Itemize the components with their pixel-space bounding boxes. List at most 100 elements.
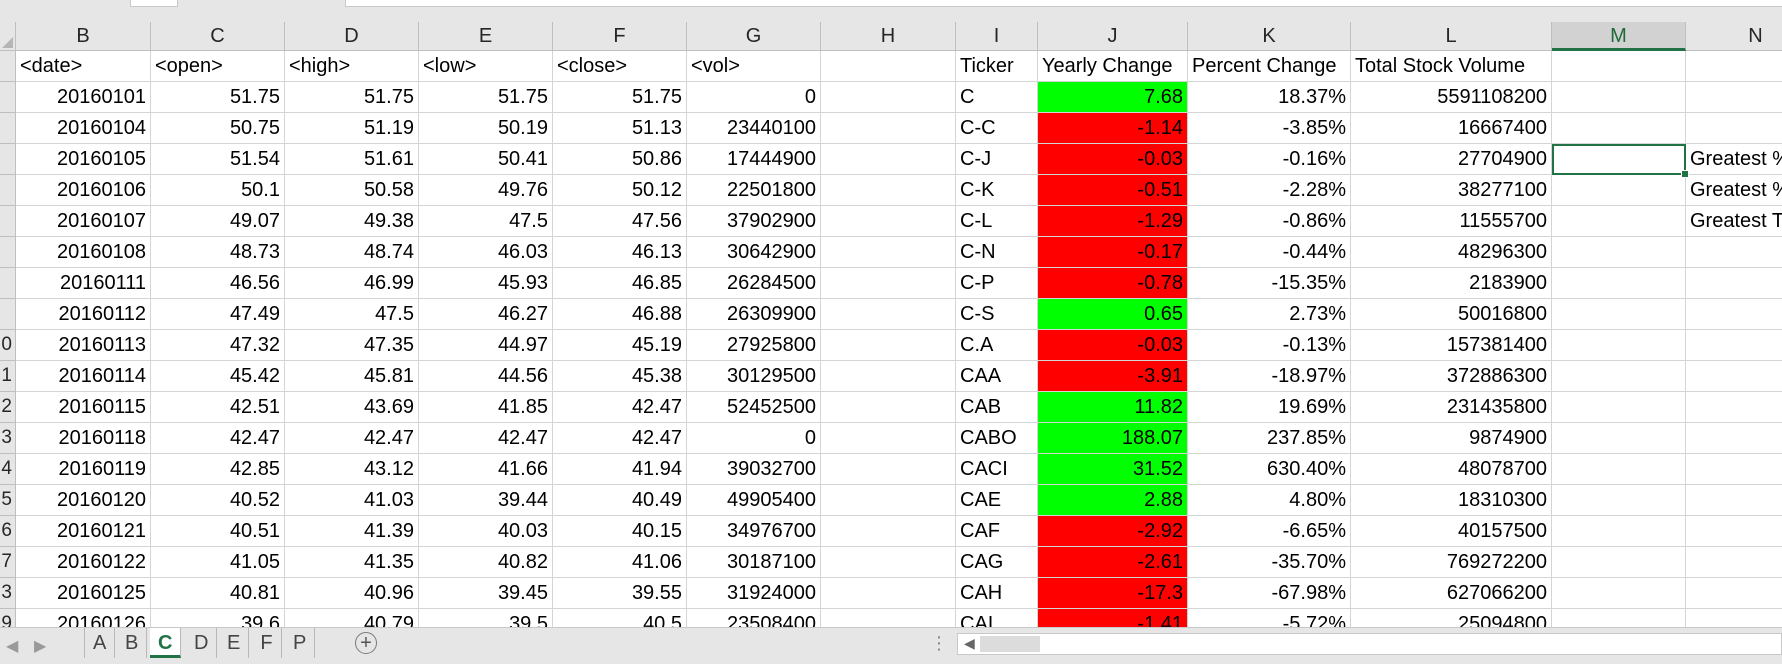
cell-c[interactable]: 42.51 [151,392,285,423]
cell-g[interactable]: 39032700 [687,454,821,485]
cell-e[interactable]: 47.5 [419,206,553,237]
cell-j[interactable]: 11.82 [1038,392,1188,423]
cell-l[interactable]: 157381400 [1351,330,1552,361]
cell-f[interactable]: 46.88 [553,299,687,330]
cell-i[interactable]: CAI [956,609,1038,627]
cell-g[interactable]: 0 [687,423,821,454]
cell-m[interactable] [1552,392,1686,423]
cell-f[interactable]: 42.47 [553,423,687,454]
cell-d[interactable]: 41.39 [285,516,419,547]
cell-k[interactable]: -2.28% [1188,175,1351,206]
cell-i[interactable]: C-L [956,206,1038,237]
cell-e[interactable]: 39.44 [419,485,553,516]
cell-k[interactable]: -0.16% [1188,144,1351,175]
cell-j[interactable]: 7.68 [1038,82,1188,113]
spreadsheet-grid[interactable]: B C D E F G H I J K L M N <date> <open> <high> <low> <clo… [0,22,1782,627]
cell-m[interactable] [1552,144,1689,178]
column-header-h[interactable]: H [821,22,956,51]
cell-k[interactable]: -5.72% [1188,609,1351,627]
cell-f[interactable]: <close> [553,51,687,82]
cell-d[interactable]: 47.35 [285,330,419,361]
cell-h[interactable] [821,144,956,175]
cell-i[interactable]: CAE [956,485,1038,516]
cell-n[interactable] [1686,454,1782,485]
cell-f[interactable]: 51.75 [553,82,687,113]
cell-d[interactable]: 47.5 [285,299,419,330]
cell-c[interactable]: 40.51 [151,516,285,547]
cell-h[interactable] [821,454,956,485]
column-header-j[interactable]: J [1038,22,1188,51]
cell-c[interactable]: 47.32 [151,330,285,361]
cell-l[interactable]: 372886300 [1351,361,1552,392]
cell-f[interactable]: 45.38 [553,361,687,392]
cell-i[interactable]: CABO [956,423,1038,454]
cell-i[interactable]: C-S [956,299,1038,330]
cell-k[interactable]: -35.70% [1188,547,1351,578]
cell-n[interactable] [1686,609,1782,627]
cell-f[interactable]: 40.15 [553,516,687,547]
cell-l[interactable]: 25094800 [1351,609,1552,627]
cell-e[interactable]: 50.41 [419,144,553,175]
cell-l[interactable]: 769272200 [1351,547,1552,578]
cell-d[interactable]: 41.03 [285,485,419,516]
cell-j[interactable]: -0.03 [1038,330,1188,361]
cell-h[interactable] [821,423,956,454]
cell-n[interactable] [1686,547,1782,578]
cell-e[interactable]: 40.03 [419,516,553,547]
cell-f[interactable]: 50.86 [553,144,687,175]
cell-m[interactable] [1552,361,1686,392]
sheet-tab-a[interactable]: A [84,628,116,658]
cell-i[interactable]: C.A [956,330,1038,361]
select-all-corner[interactable] [0,22,16,51]
cell-i[interactable]: Ticker [956,51,1038,82]
cell-b[interactable]: 20160111 [16,268,151,299]
cell-i[interactable]: CAB [956,392,1038,423]
column-header-g[interactable]: G [687,22,821,51]
cell-k[interactable]: -0.86% [1188,206,1351,237]
scroll-thumb[interactable] [980,636,1040,652]
cell-d[interactable]: 51.61 [285,144,419,175]
sheet-tab-d[interactable]: D [186,628,218,658]
cell-m[interactable] [1552,51,1686,82]
row-number[interactable] [0,82,16,113]
row-number[interactable]: 1 [0,361,16,392]
cell-i[interactable]: CAA [956,361,1038,392]
cell-g[interactable]: 49905400 [687,485,821,516]
cell-h[interactable] [821,175,956,206]
row-number[interactable]: 9 [0,609,16,627]
cell-h[interactable] [821,485,956,516]
cell-m[interactable] [1552,485,1686,516]
cell-l[interactable]: 27704900 [1351,144,1552,175]
column-header-m[interactable]: M [1552,22,1686,51]
cell-e[interactable]: 42.47 [419,423,553,454]
cell-k[interactable]: -3.85% [1188,113,1351,144]
cell-l[interactable]: 48078700 [1351,454,1552,485]
cell-n[interactable] [1686,113,1782,144]
cell-e[interactable]: 40.82 [419,547,553,578]
cell-n[interactable] [1686,516,1782,547]
cell-n[interactable] [1686,51,1782,82]
cell-k[interactable]: -0.44% [1188,237,1351,268]
cell-i[interactable]: CACI [956,454,1038,485]
cell-d[interactable]: 51.75 [285,82,419,113]
cell-g[interactable]: 26309900 [687,299,821,330]
sheet-tab-f[interactable]: F [252,628,282,658]
row-number[interactable]: 2 [0,392,16,423]
cell-k[interactable]: -67.98% [1188,578,1351,609]
cell-m[interactable] [1552,299,1686,330]
cell-d[interactable]: 43.69 [285,392,419,423]
cell-i[interactable]: CAH [956,578,1038,609]
cell-b[interactable]: 20160106 [16,175,151,206]
cell-e[interactable]: 50.19 [419,113,553,144]
cell-h[interactable] [821,299,956,330]
cell-i[interactable]: C-N [956,237,1038,268]
sheet-tab-c[interactable]: C [150,628,182,658]
column-header-e[interactable]: E [419,22,553,51]
scroll-left-icon[interactable]: ◀ [964,635,975,651]
cell-n[interactable] [1686,423,1782,454]
cell-k[interactable]: Percent Change [1188,51,1351,82]
cell-f[interactable]: 47.56 [553,206,687,237]
cell-l[interactable]: 40157500 [1351,516,1552,547]
cell-c[interactable]: 51.54 [151,144,285,175]
cell-k[interactable]: 630.40% [1188,454,1351,485]
